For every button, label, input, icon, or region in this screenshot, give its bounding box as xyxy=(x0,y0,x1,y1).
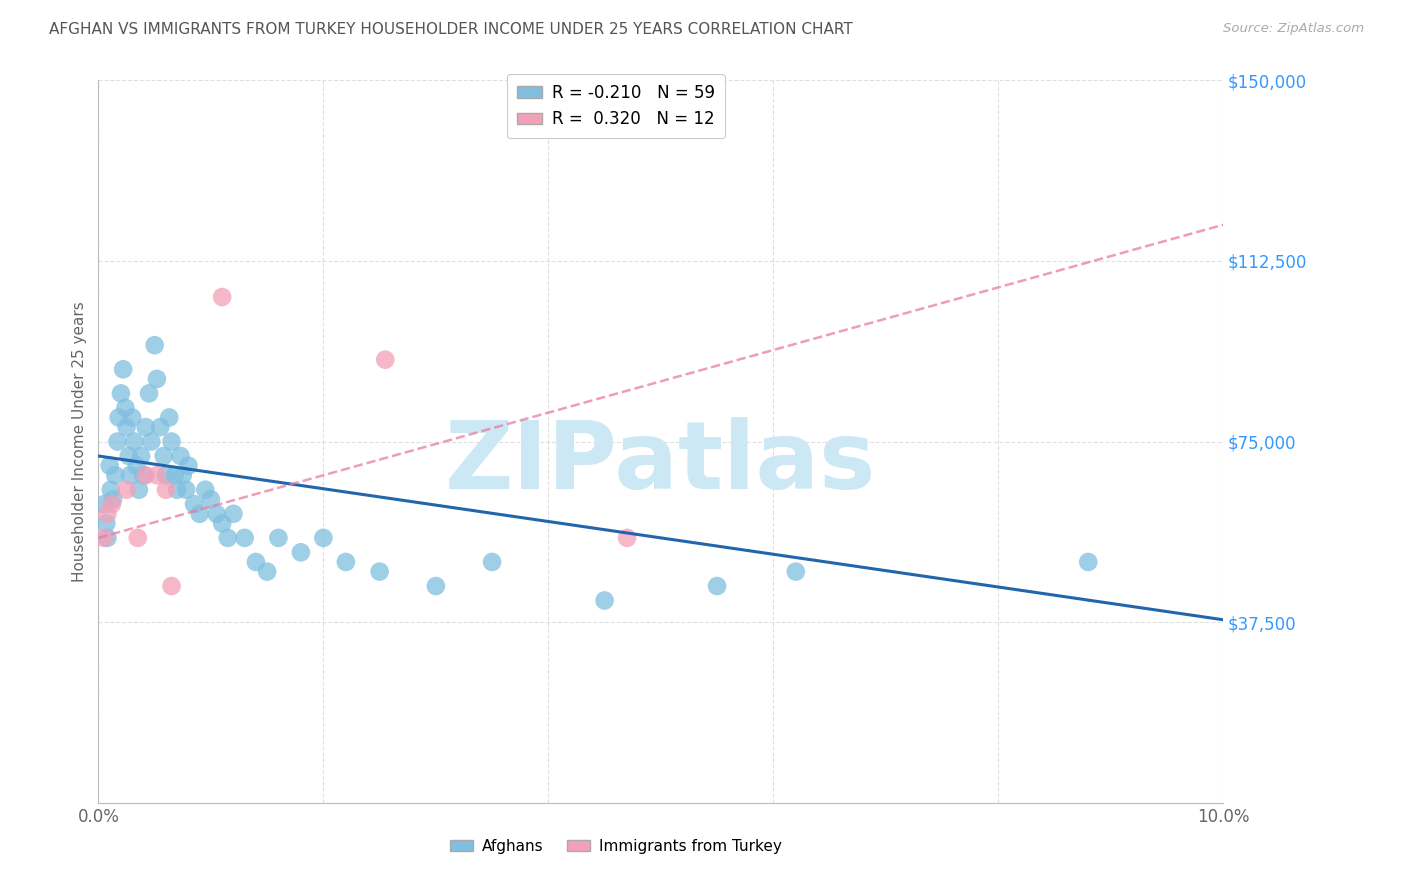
Point xyxy=(143,338,166,352)
Point xyxy=(114,401,136,415)
Point xyxy=(194,483,217,497)
Text: AFGHAN VS IMMIGRANTS FROM TURKEY HOUSEHOLDER INCOME UNDER 25 YEARS CORRELATION C: AFGHAN VS IMMIGRANTS FROM TURKEY HOUSEHO… xyxy=(49,22,853,37)
Point xyxy=(481,555,503,569)
Point xyxy=(138,386,160,401)
Point xyxy=(155,483,177,497)
Point xyxy=(157,410,180,425)
Point xyxy=(141,434,163,449)
Point xyxy=(118,449,141,463)
Point xyxy=(374,352,396,367)
Point xyxy=(124,434,146,449)
Point xyxy=(104,468,127,483)
Point xyxy=(93,531,115,545)
Point xyxy=(152,449,174,463)
Point xyxy=(368,565,391,579)
Point xyxy=(112,362,135,376)
Point xyxy=(205,507,228,521)
Point xyxy=(256,565,278,579)
Point xyxy=(211,516,233,531)
Point xyxy=(163,468,186,483)
Point xyxy=(188,507,211,521)
Point xyxy=(118,468,141,483)
Point xyxy=(129,449,152,463)
Point xyxy=(110,386,132,401)
Point xyxy=(98,458,121,473)
Point xyxy=(335,555,357,569)
Point xyxy=(96,531,118,545)
Point xyxy=(174,483,197,497)
Point xyxy=(169,449,191,463)
Point xyxy=(233,531,256,545)
Point xyxy=(267,531,290,545)
Point xyxy=(146,468,169,483)
Point xyxy=(96,507,118,521)
Point xyxy=(93,497,115,511)
Point xyxy=(183,497,205,511)
Point xyxy=(160,579,183,593)
Point xyxy=(107,410,129,425)
Point xyxy=(96,516,118,531)
Point xyxy=(177,458,200,473)
Point xyxy=(785,565,807,579)
Point xyxy=(166,483,188,497)
Point xyxy=(115,483,138,497)
Point xyxy=(125,458,148,473)
Point xyxy=(128,483,150,497)
Point xyxy=(245,555,267,569)
Point xyxy=(290,545,312,559)
Point xyxy=(155,468,177,483)
Text: ZIPatlas: ZIPatlas xyxy=(446,417,876,509)
Point xyxy=(135,468,157,483)
Point xyxy=(107,434,129,449)
Y-axis label: Householder Income Under 25 years: Householder Income Under 25 years xyxy=(72,301,87,582)
Point xyxy=(172,468,194,483)
Point xyxy=(200,492,222,507)
Point xyxy=(211,290,233,304)
Point xyxy=(100,483,122,497)
Point xyxy=(149,420,172,434)
Point xyxy=(101,492,124,507)
Point xyxy=(146,372,169,386)
Point xyxy=(616,531,638,545)
Point xyxy=(121,410,143,425)
Point xyxy=(160,434,183,449)
Legend: Afghans, Immigrants from Turkey: Afghans, Immigrants from Turkey xyxy=(444,833,787,860)
Point xyxy=(425,579,447,593)
Point xyxy=(1077,555,1099,569)
Point xyxy=(101,497,124,511)
Point xyxy=(135,420,157,434)
Text: Source: ZipAtlas.com: Source: ZipAtlas.com xyxy=(1223,22,1364,36)
Point xyxy=(706,579,728,593)
Point xyxy=(132,468,155,483)
Point xyxy=(593,593,616,607)
Point xyxy=(115,420,138,434)
Point xyxy=(217,531,239,545)
Point xyxy=(127,531,149,545)
Point xyxy=(222,507,245,521)
Point xyxy=(312,531,335,545)
